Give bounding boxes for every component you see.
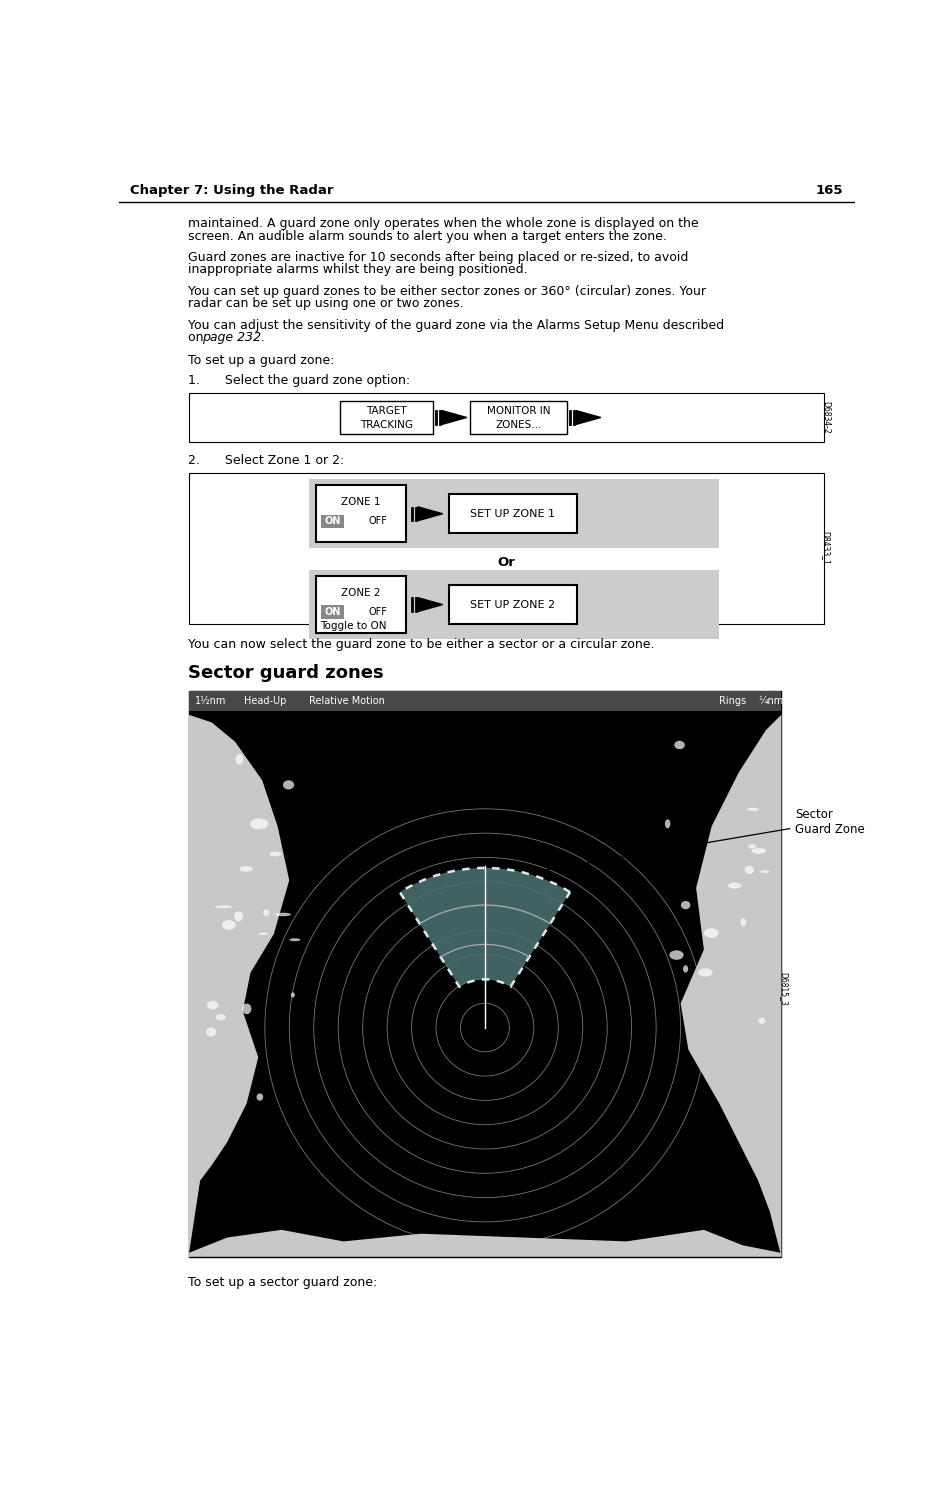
Text: ZONE 2: ZONE 2 [341,589,381,597]
Polygon shape [680,715,781,1256]
Ellipse shape [270,851,281,857]
Text: Guard zones are inactive for 10 seconds after being placed or re-sized, to avoid: Guard zones are inactive for 10 seconds … [188,252,689,264]
Text: D6815_3: D6815_3 [779,973,788,1006]
FancyBboxPatch shape [321,605,344,620]
FancyBboxPatch shape [188,472,824,624]
Text: 1½nm: 1½nm [195,696,226,706]
FancyBboxPatch shape [449,495,577,533]
Polygon shape [188,715,289,1256]
Ellipse shape [674,741,685,749]
Text: OFF: OFF [369,517,388,526]
Wedge shape [400,867,570,986]
Ellipse shape [698,968,712,976]
Text: OFF: OFF [369,608,388,617]
Text: Chapter 7: Using the Radar: Chapter 7: Using the Radar [130,183,333,197]
Text: Rings: Rings [719,696,747,706]
FancyBboxPatch shape [470,401,567,435]
Ellipse shape [747,808,759,811]
Text: Sector guard zones: Sector guard zones [188,665,384,682]
Ellipse shape [681,901,691,909]
Ellipse shape [275,913,291,916]
FancyBboxPatch shape [449,586,577,624]
Text: TARGET
TRACKING: TARGET TRACKING [360,405,412,429]
Ellipse shape [741,918,746,927]
Ellipse shape [291,992,294,997]
FancyBboxPatch shape [340,401,432,435]
Ellipse shape [728,882,742,888]
Polygon shape [442,411,466,425]
Ellipse shape [704,928,718,937]
FancyBboxPatch shape [188,691,781,711]
Ellipse shape [216,1015,225,1021]
Text: SET UP ZONE 2: SET UP ZONE 2 [470,599,556,609]
FancyBboxPatch shape [309,480,719,548]
Text: radar can be set up using one or two zones.: radar can be set up using one or two zon… [188,298,465,310]
Text: screen. An audible alarm sounds to alert you when a target enters the zone.: screen. An audible alarm sounds to alert… [188,229,667,243]
Text: maintained. A guard zone only operates when the whole zone is displayed on the: maintained. A guard zone only operates w… [188,218,699,231]
Text: To set up a guard zone:: To set up a guard zone: [188,355,334,368]
FancyBboxPatch shape [321,514,344,529]
Ellipse shape [235,912,243,921]
Text: SET UP ZONE 1: SET UP ZONE 1 [470,508,556,519]
Ellipse shape [256,1094,263,1101]
FancyBboxPatch shape [316,577,406,633]
Text: MONITOR IN
ZONES...: MONITOR IN ZONES... [486,405,550,429]
Ellipse shape [207,1001,218,1009]
Ellipse shape [242,1004,252,1015]
Text: Or: Or [497,556,515,569]
Text: You can adjust the sensitivity of the guard zone via the Alarms Setup Menu descr: You can adjust the sensitivity of the gu… [188,319,725,332]
Ellipse shape [751,848,766,854]
Ellipse shape [283,781,294,790]
Ellipse shape [745,866,754,875]
FancyBboxPatch shape [188,691,781,1256]
Text: 2.  Select Zone 1 or 2:: 2. Select Zone 1 or 2: [188,454,345,468]
Ellipse shape [758,1018,766,1024]
Text: D6834-2: D6834-2 [821,401,830,434]
FancyBboxPatch shape [316,486,406,542]
Text: You can now select the guard zone to be either a sector or a circular zone.: You can now select the guard zone to be … [188,638,655,651]
Text: Relative Motion: Relative Motion [309,696,385,706]
Ellipse shape [258,933,268,934]
Text: D8433_1: D8433_1 [821,532,830,565]
Text: To set up a sector guard zone:: To set up a sector guard zone: [188,1275,378,1289]
Text: 165: 165 [816,183,844,197]
Ellipse shape [250,818,268,830]
FancyBboxPatch shape [309,571,719,639]
Text: Toggle to ON: Toggle to ON [320,621,387,630]
Ellipse shape [206,1028,216,1037]
Ellipse shape [683,966,688,973]
Ellipse shape [215,906,233,907]
Text: 1.  Select the guard zone option:: 1. Select the guard zone option: [188,374,410,387]
Text: ZONE 1: ZONE 1 [341,498,381,507]
Polygon shape [576,411,600,425]
Ellipse shape [760,870,770,873]
Ellipse shape [222,921,236,930]
Polygon shape [418,507,443,520]
Ellipse shape [670,951,684,960]
Text: ON: ON [325,517,341,526]
Text: You can set up guard zones to be either sector zones or 360° (circular) zones. Y: You can set up guard zones to be either … [188,285,707,298]
Text: Sector
Guard Zone: Sector Guard Zone [529,808,865,873]
Text: ON: ON [325,608,341,617]
Ellipse shape [290,939,300,942]
Ellipse shape [236,754,243,764]
Text: on: on [188,331,208,344]
Polygon shape [188,1229,781,1256]
Ellipse shape [239,866,253,872]
Ellipse shape [263,909,270,916]
Text: Head-Up: Head-Up [244,696,287,706]
Polygon shape [418,597,443,611]
Text: ¼nm: ¼nm [758,696,784,706]
Text: page 232.: page 232. [202,331,266,344]
Text: inappropriate alarms whilst they are being positioned.: inappropriate alarms whilst they are bei… [188,264,528,277]
FancyBboxPatch shape [188,393,824,443]
Ellipse shape [665,820,671,828]
Ellipse shape [749,845,756,849]
